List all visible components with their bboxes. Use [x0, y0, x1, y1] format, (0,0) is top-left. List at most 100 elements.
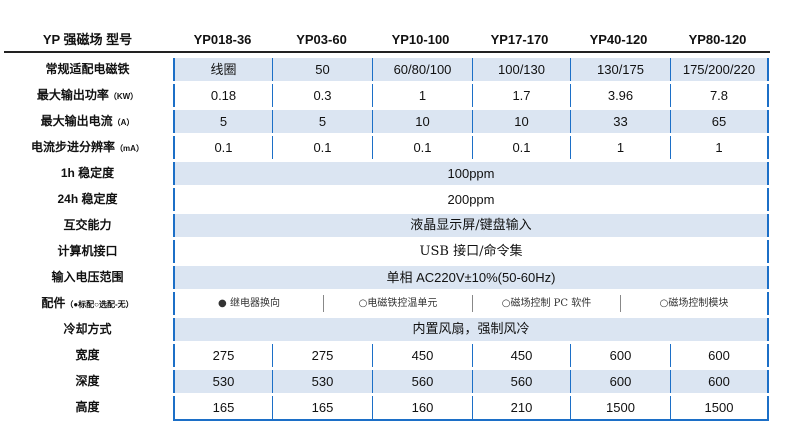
cell-divider — [670, 58, 671, 81]
row-interaction: 互交能力 液晶显示屏/键盘输入 — [4, 214, 770, 237]
cell-divider — [670, 136, 671, 159]
row-label: 常规适配电磁铁 — [45, 62, 130, 76]
cell-divider — [472, 295, 473, 312]
cell-divider — [272, 84, 273, 107]
cell-divider — [472, 84, 473, 107]
cell-divider — [570, 110, 571, 133]
table-cell: 液晶显示屏/键盘输入 — [410, 218, 532, 233]
cell-divider — [570, 396, 571, 419]
row-label-text: 配件 — [41, 296, 66, 310]
table-cell: 600 — [609, 348, 632, 363]
table-cell: 450 — [510, 348, 533, 363]
cell-divider — [472, 58, 473, 81]
cell-divider — [570, 58, 571, 81]
row-label-text: 最大输出功率 — [36, 88, 109, 102]
cell-divider — [372, 344, 373, 367]
header-divider — [4, 51, 770, 53]
row-cells: 0.1 0.1 0.1 0.1 1 1 — [173, 136, 769, 159]
row-label-text: 电流步进分辨率 — [31, 140, 116, 154]
row-voltage: 输入电压范围 单相 AC220V±10%(50-60Hz) — [4, 266, 770, 289]
row-accessories: 配件（●标配○选配-无） ● 继电器换向 ○电磁铁控温单元 ○磁场控制 PC 软… — [4, 292, 770, 315]
table-cell: 600 — [708, 374, 730, 389]
row-current: 最大输出电流（A） 5 5 10 10 33 65 — [4, 110, 770, 133]
table-cell: USB 接口/命令集 — [419, 244, 523, 259]
table-cell: 0.1 — [512, 140, 531, 155]
row-label: 冷却方式 — [63, 322, 112, 336]
model-yp40-120: YP40-120 — [589, 32, 648, 47]
table-cell: 5 — [219, 114, 228, 129]
row-cells: 内置风扇，强制风冷 — [173, 318, 769, 341]
row-stability-1h: 1h 稳定度 100ppm — [4, 162, 770, 185]
table-cell: 275 — [212, 348, 235, 363]
table-cell: 165 — [311, 400, 334, 415]
cell-divider — [472, 396, 473, 419]
row-label: 电流步进分辨率（mA） — [4, 136, 171, 159]
row-cells: 275 275 450 450 600 600 — [173, 344, 769, 367]
table-cell: 600 — [708, 348, 730, 363]
table-cell: 130/175 — [597, 62, 644, 77]
table-cell: 530 — [311, 374, 334, 389]
table-cell: 275 — [311, 348, 334, 363]
model-yp80-120: YP80-120 — [688, 32, 747, 47]
row-label: 高度 — [75, 400, 100, 414]
table-cell: 1500 — [704, 400, 734, 415]
accessory-item: ● 继电器换向 — [218, 298, 280, 309]
row-label: 宽度 — [75, 348, 100, 362]
row-cells: 单相 AC220V±10%(50-60Hz) — [173, 266, 769, 289]
cell-divider — [570, 344, 571, 367]
table-cell: 1 — [616, 140, 625, 155]
accessory-item: ○磁场控制 PC 软件 — [501, 298, 592, 309]
row-cells: 100ppm — [173, 162, 769, 185]
table-cell: 450 — [411, 348, 434, 363]
cell-divider — [472, 344, 473, 367]
row-cells: USB 接口/命令集 — [173, 240, 769, 263]
row-interface: 计算机接口 USB 接口/命令集 — [4, 240, 770, 263]
accessory-item: ○电磁铁控温单元 — [358, 298, 438, 309]
table-cell: 100/130 — [498, 62, 545, 77]
table-cell: 3.96 — [607, 88, 634, 103]
table-cell: 0.1 — [313, 140, 332, 155]
cell-divider — [670, 110, 671, 133]
row-height: 高度 165 165 160 210 1500 1500 — [4, 396, 770, 419]
table-cell: 33 — [613, 114, 628, 129]
row-label: 输入电压范围 — [51, 270, 124, 284]
model-yp018-36: YP018-36 — [193, 32, 252, 47]
model-yp17-170: YP17-170 — [490, 32, 549, 47]
cell-divider — [670, 84, 671, 107]
table-cell: 线圈 — [210, 62, 237, 77]
row-depth: 深度 530 530 560 560 600 600 — [4, 370, 770, 393]
table-cell: 175/200/220 — [682, 62, 756, 77]
cell-divider — [620, 295, 621, 312]
row-cells: 5 5 10 10 33 65 — [173, 110, 769, 133]
cell-divider — [372, 396, 373, 419]
table-cell: 0.1 — [214, 140, 233, 155]
table-cell: 600 — [609, 374, 632, 389]
row-resolution: 电流步进分辨率（mA） 0.1 0.1 0.1 0.1 1 1 — [4, 136, 770, 159]
cell-divider — [272, 370, 273, 393]
cell-divider — [570, 84, 571, 107]
row-unit: （A） — [112, 118, 135, 127]
cell-divider — [272, 136, 273, 159]
accessory-legend: （●标配○选配-无） — [65, 300, 134, 309]
row-label: 24h 稳定度 — [57, 192, 118, 206]
table-cell: 1.7 — [512, 88, 531, 103]
row-stability-24h: 24h 稳定度 200ppm — [4, 188, 770, 211]
table-cell: 单相 AC220V±10%(50-60Hz) — [386, 270, 556, 285]
row-power: 最大输出功率（KW） 0.18 0.3 1 1.7 3.96 7.8 — [4, 84, 770, 107]
row-label: 1h 稳定度 — [60, 166, 115, 180]
cell-divider — [272, 344, 273, 367]
table-cell: 210 — [510, 400, 533, 415]
cell-divider — [570, 136, 571, 159]
table-cell: 10 — [415, 114, 430, 129]
row-width: 宽度 275 275 450 450 600 600 — [4, 344, 770, 367]
row-cells: 线圈 50 60/80/100 100/130 130/175 175/200/… — [173, 58, 769, 81]
row-label: 计算机接口 — [57, 244, 118, 258]
cell-divider — [323, 295, 324, 312]
table-cell: 560 — [411, 374, 434, 389]
row-unit: （KW） — [108, 92, 139, 101]
cell-divider — [472, 136, 473, 159]
cell-divider — [670, 344, 671, 367]
table-cell: 60/80/100 — [393, 62, 452, 77]
row-unit: （mA） — [115, 144, 144, 153]
